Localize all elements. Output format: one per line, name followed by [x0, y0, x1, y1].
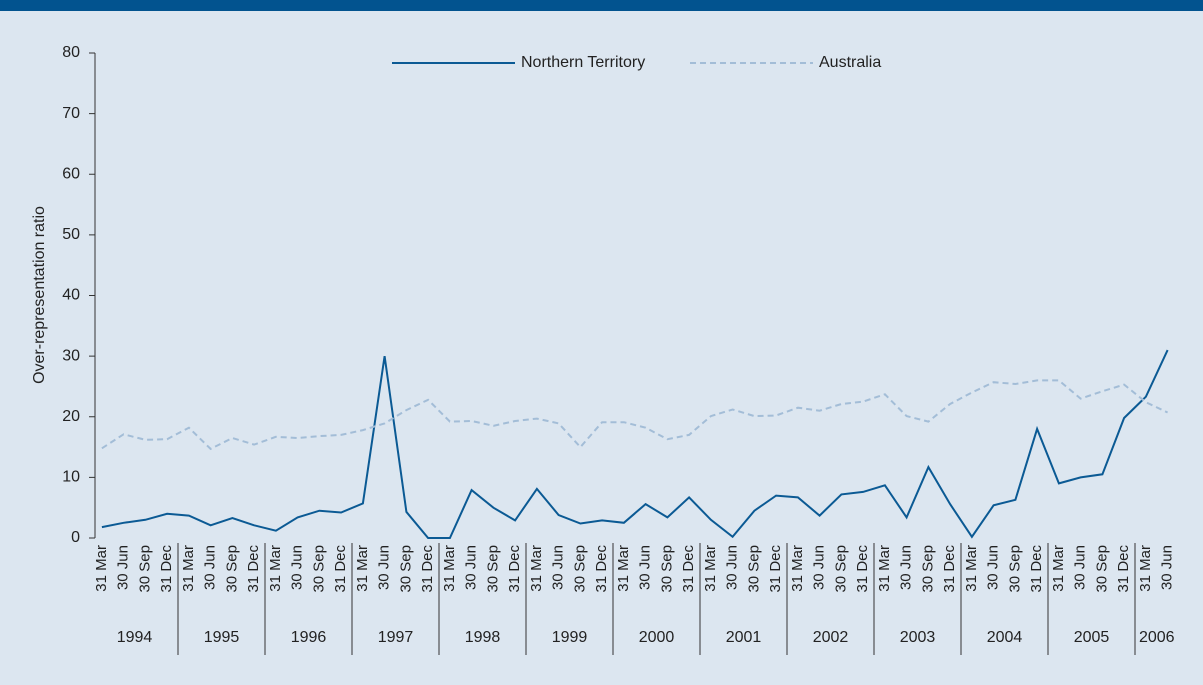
year-label: 1999	[552, 629, 588, 646]
y-tick-label: 30	[62, 347, 80, 364]
x-tick-label: 31 Mar	[963, 545, 980, 592]
year-label: 2000	[639, 629, 675, 646]
year-label: 2004	[987, 629, 1023, 646]
year-label: 1996	[291, 629, 327, 646]
x-tick-label: 30 Jun	[724, 545, 741, 590]
x-tick-label: 31 Mar	[93, 545, 110, 592]
x-tick-label: 30 Sep	[745, 545, 762, 593]
x-tick-label: 31 Dec	[506, 545, 523, 593]
x-tick-label: 30 Sep	[1006, 545, 1023, 593]
year-label: 2003	[900, 629, 936, 646]
x-tick-label: 30 Jun	[202, 545, 219, 590]
x-tick-label: 30 Sep	[397, 545, 414, 593]
year-label: 2005	[1074, 629, 1110, 646]
x-tick-label: 31 Dec	[854, 545, 871, 593]
x-tick-label: 30 Jun	[115, 545, 132, 590]
y-tick-label: 0	[71, 529, 80, 546]
x-tick-label: 31 Dec	[419, 545, 436, 593]
x-tick-label: 31 Dec	[158, 545, 175, 593]
x-tick-label: 30 Sep	[484, 545, 501, 593]
x-tick-label: 30 Sep	[832, 545, 849, 593]
x-tick-label: 30 Jun	[811, 545, 828, 590]
y-tick-label: 70	[62, 105, 80, 122]
x-tick-label: 31 Dec	[1115, 545, 1132, 593]
x-tick-label: 30 Jun	[1159, 545, 1176, 590]
y-tick-label: 60	[62, 165, 80, 182]
x-tick-label: 30 Sep	[658, 545, 675, 593]
x-tick-label: 30 Sep	[1093, 545, 1110, 593]
x-tick-label: 31 Mar	[1137, 545, 1154, 592]
top-bar	[0, 0, 1203, 11]
x-tick-label: 31 Mar	[267, 545, 284, 592]
x-tick-label: 30 Sep	[310, 545, 327, 593]
x-tick-label: 31 Dec	[332, 545, 349, 593]
y-tick-label: 40	[62, 287, 80, 304]
year-label: 1998	[465, 629, 501, 646]
x-tick-label: 31 Mar	[528, 545, 545, 592]
y-tick-label: 10	[62, 469, 80, 486]
x-tick-label: 30 Jun	[463, 545, 480, 590]
x-tick-label: 31 Dec	[941, 545, 958, 593]
legend-label: Australia	[819, 54, 881, 71]
x-tick-label: 30 Jun	[637, 545, 654, 590]
x-tick-label: 31 Mar	[876, 545, 893, 592]
x-tick-label: 31 Mar	[789, 545, 806, 592]
x-tick-label: 31 Mar	[702, 545, 719, 592]
x-tick-label: 31 Mar	[615, 545, 632, 592]
x-tick-label: 30 Jun	[985, 545, 1002, 590]
x-tick-label: 31 Mar	[441, 545, 458, 592]
x-tick-label: 30 Jun	[1072, 545, 1089, 590]
x-tick-label: 30 Jun	[898, 545, 915, 590]
y-tick-label: 20	[62, 408, 80, 425]
y-axis-label: Over-representation ratio	[31, 206, 48, 384]
x-tick-label: 30 Jun	[289, 545, 306, 590]
year-label: 1995	[204, 629, 240, 646]
year-label: 2002	[813, 629, 849, 646]
x-tick-label: 30 Sep	[223, 545, 240, 593]
year-label: 2006	[1139, 629, 1175, 646]
x-tick-label: 31 Dec	[767, 545, 784, 593]
x-tick-label: 30 Jun	[550, 545, 567, 590]
year-label: 2001	[726, 629, 762, 646]
year-label: 1994	[117, 629, 153, 646]
x-tick-label: 30 Jun	[376, 545, 393, 590]
x-tick-label: 31 Dec	[1028, 545, 1045, 593]
x-tick-label: 31 Mar	[180, 545, 197, 592]
x-tick-label: 31 Mar	[354, 545, 371, 592]
x-tick-label: 31 Dec	[680, 545, 697, 593]
x-tick-label: 30 Sep	[571, 545, 588, 593]
series-line	[101, 349, 1169, 539]
series-line	[101, 379, 1169, 451]
year-label: 1997	[378, 629, 414, 646]
x-tick-label: 31 Mar	[1050, 545, 1067, 592]
legend-label: Northern Territory	[521, 54, 645, 71]
y-tick-label: 80	[62, 44, 80, 61]
x-tick-label: 30 Sep	[136, 545, 153, 593]
y-tick-label: 50	[62, 226, 80, 243]
x-tick-label: 31 Dec	[245, 545, 262, 593]
x-tick-label: 31 Dec	[593, 545, 610, 593]
x-tick-label: 30 Sep	[919, 545, 936, 593]
